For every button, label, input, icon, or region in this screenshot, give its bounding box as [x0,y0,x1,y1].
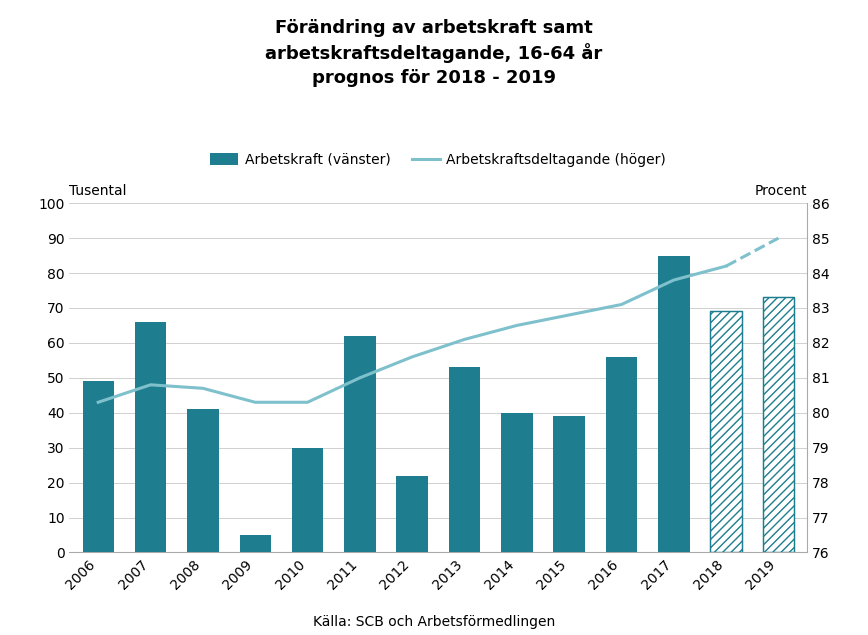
Bar [240,535,271,552]
Text: Tusental: Tusental [69,184,127,198]
Bar [344,336,376,552]
Bar [292,448,323,552]
Bar [449,367,480,552]
Bar [554,417,585,552]
Text: Procent: Procent [755,184,807,198]
Text: Förändring av arbetskraft samt
arbetskraftsdeltagande, 16-64 år
prognos för 2018: Förändring av arbetskraft samt arbetskra… [266,19,602,87]
Bar [658,255,689,552]
Bar [710,311,742,552]
Bar [82,381,114,552]
Bar [135,322,167,552]
Bar [187,410,219,552]
Bar [763,297,794,552]
Bar [397,476,428,552]
Text: Källa: SCB och Arbetsförmedlingen: Källa: SCB och Arbetsförmedlingen [312,615,556,629]
Bar [763,297,794,552]
Bar [501,413,533,552]
Bar [710,311,742,552]
Legend: Arbetskraft (vänster), Arbetskraftsdeltagande (höger): Arbetskraft (vänster), Arbetskraftsdelta… [205,147,672,172]
Bar [606,357,637,552]
